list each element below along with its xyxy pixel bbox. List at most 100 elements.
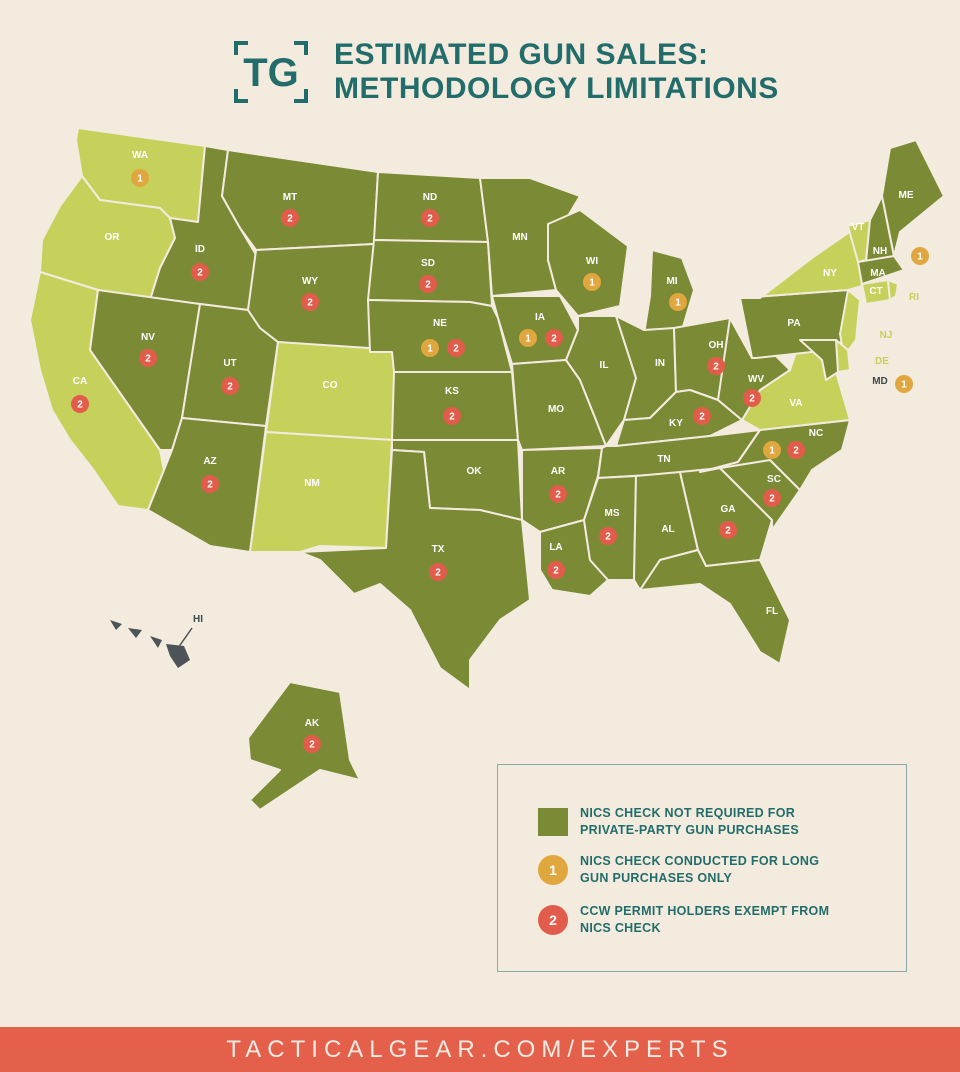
badge-2-ut: 2 — [221, 377, 239, 395]
footer-url[interactable]: TACTICALGEAR.COM/EXPERTS — [0, 1027, 960, 1072]
badge-1-mi: 1 — [669, 293, 687, 311]
state-label-ri: RI — [909, 292, 919, 303]
svg-text:2: 2 — [749, 394, 755, 405]
title-line-2: METHODOLOGY LIMITATIONS — [334, 72, 779, 105]
legend: NICS CHECK NOT REQUIRED FOR PRIVATE-PART… — [497, 764, 907, 972]
badge-2-sd: 2 — [419, 275, 437, 293]
badge-2-ar: 2 — [549, 485, 567, 503]
state-label-ks: KS — [445, 386, 459, 397]
legend-text-line: GUN PURCHASES ONLY — [580, 871, 733, 885]
svg-text:2: 2 — [605, 532, 611, 543]
svg-text:2: 2 — [449, 412, 455, 423]
state-label-wi: WI — [586, 256, 598, 267]
state-tx — [299, 449, 531, 691]
svg-text:2: 2 — [553, 566, 559, 577]
svg-text:2: 2 — [227, 382, 233, 393]
state-mt — [221, 149, 379, 251]
us-map: WA 1 OR CA 2 ID 2 MT 2 NV 2 UT 2 WY 2 AZ 2 CO NM ND 2 SD 2 NE 1 2… — [29, 127, 945, 811]
state-label-ga: GA — [721, 504, 736, 515]
state-label-nv: NV — [141, 332, 155, 343]
state-label-sc: SC — [767, 474, 781, 485]
badge-2-tx: 2 — [429, 563, 447, 581]
state-label-ny: NY — [823, 268, 837, 279]
state-label-az: AZ — [203, 456, 216, 467]
badge-1-ne: 1 — [421, 339, 439, 357]
state-label-ok: OK — [467, 466, 483, 477]
badge-2-la: 2 — [547, 561, 565, 579]
state-label-ms: MS — [605, 508, 620, 519]
legend-text-line: NICS CHECK NOT REQUIRED FOR — [580, 806, 796, 820]
badge-2-wy: 2 — [301, 293, 319, 311]
badge-1-wi: 1 — [583, 273, 601, 291]
badge-2-ia: 2 — [545, 329, 563, 347]
state-label-oh: OH — [709, 340, 724, 351]
state-nm — [249, 431, 393, 553]
badge-2-id: 2 — [191, 263, 209, 281]
state-label-ak: AK — [305, 718, 320, 729]
state-label-mt: MT — [283, 192, 297, 203]
badge-2-wv: 2 — [743, 389, 761, 407]
badge-2-ca: 2 — [71, 395, 89, 413]
svg-text:2: 2 — [725, 526, 731, 537]
state-label-wy: WY — [302, 276, 318, 287]
badge-2-sc: 2 — [763, 489, 781, 507]
state-label-me: ME — [899, 190, 914, 201]
badge-2-oh: 2 — [707, 357, 725, 375]
svg-text:2: 2 — [287, 214, 293, 225]
svg-text:1: 1 — [917, 252, 923, 263]
svg-text:2: 2 — [425, 280, 431, 291]
state-label-ne: NE — [433, 318, 447, 329]
svg-text:1: 1 — [589, 278, 595, 289]
state-label-md: MD — [872, 376, 888, 387]
legend-text: NICS CHECK CONDUCTED FOR LONG GUN PURCHA… — [580, 853, 880, 887]
svg-text:2: 2 — [793, 446, 799, 457]
state-label-fl: FL — [766, 606, 778, 617]
badge-1-wa: 1 — [131, 169, 149, 187]
state-label-ma: MA — [870, 268, 886, 279]
state-label-sd: SD — [421, 258, 435, 269]
svg-text:2: 2 — [427, 214, 433, 225]
badge-2-ga: 2 — [719, 521, 737, 539]
legend-text-line: PRIVATE-PARTY GUN PURCHASES — [580, 823, 800, 837]
state-label-il: IL — [600, 360, 609, 371]
header: TG ESTIMATED GUN SALES: METHODOLOGY LIMI… — [234, 38, 779, 106]
legend-item-ccw: 2 CCW PERMIT HOLDERS EXEMPT FROM NICS CH… — [538, 903, 880, 937]
state-hi — [110, 620, 190, 668]
state-label-ar: AR — [551, 466, 566, 477]
svg-text:1: 1 — [675, 298, 681, 309]
state-fl — [639, 549, 791, 665]
state-label-de: DE — [875, 356, 889, 367]
state-wi — [547, 209, 629, 317]
legend-text-line: CCW PERMIT HOLDERS EXEMPT FROM — [580, 904, 830, 918]
svg-text:2: 2 — [197, 268, 203, 279]
state-co — [265, 341, 399, 441]
legend-text: NICS CHECK NOT REQUIRED FOR PRIVATE-PART… — [580, 805, 880, 839]
state-label-tx: TX — [432, 544, 445, 555]
badge-1-md: 1 — [895, 375, 913, 393]
badge-1-nc: 1 — [763, 441, 781, 459]
state-label-mo: MO — [548, 404, 564, 415]
state-label-nm: NM — [304, 478, 320, 489]
state-label-nc: NC — [809, 428, 823, 439]
badge-2-ne: 2 — [447, 339, 465, 357]
svg-text:2: 2 — [699, 412, 705, 423]
badge-1-nh: 1 — [911, 247, 929, 265]
legend-badge-2: 2 — [538, 905, 568, 935]
state-label-wa: WA — [132, 150, 148, 161]
state-label-ky: KY — [669, 418, 683, 429]
state-nd — [373, 171, 489, 243]
state-label-al: AL — [661, 524, 674, 535]
logo-text: TG — [243, 51, 299, 95]
state-mi — [643, 249, 695, 335]
state-label-or: OR — [105, 232, 121, 243]
svg-text:1: 1 — [901, 380, 907, 391]
state-label-mn: MN — [512, 232, 528, 243]
state-label-co: CO — [323, 380, 338, 391]
legend-text-line: NICS CHECK — [580, 921, 661, 935]
svg-text:2: 2 — [453, 344, 459, 355]
svg-text:2: 2 — [551, 334, 557, 345]
states-layer — [29, 127, 945, 811]
legend-text: CCW PERMIT HOLDERS EXEMPT FROM NICS CHEC… — [580, 903, 880, 937]
state-label-wv: WV — [748, 374, 764, 385]
state-nj — [839, 289, 861, 357]
